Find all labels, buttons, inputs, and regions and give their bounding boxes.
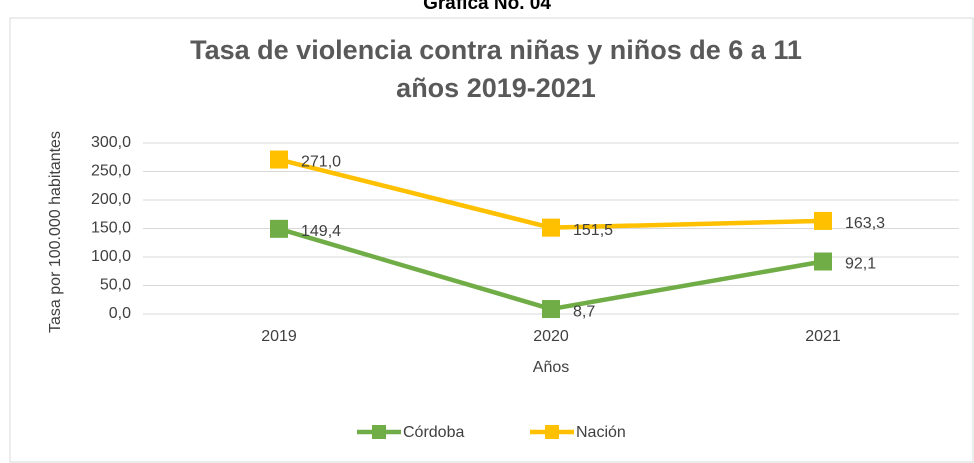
y-tick-label: 0,0 xyxy=(109,305,131,322)
y-tick-label: 200,0 xyxy=(91,191,131,208)
y-tick-label: 100,0 xyxy=(91,248,131,265)
marker xyxy=(542,300,560,319)
y-tick-label: 150,0 xyxy=(91,220,131,237)
x-axis-label: Años xyxy=(533,359,569,376)
y-tick-label: 250,0 xyxy=(91,163,131,180)
data-label: 163,3 xyxy=(845,215,885,232)
legend-label: Nación xyxy=(576,424,626,441)
marker xyxy=(814,252,832,271)
legend-marker xyxy=(545,425,559,439)
data-label: 149,4 xyxy=(301,223,341,240)
heading: Gráfica No. 04 xyxy=(423,0,551,14)
data-label: 8,7 xyxy=(573,303,595,320)
data-label: 271,0 xyxy=(301,154,341,171)
y-tick-label: 300,0 xyxy=(91,134,131,151)
x-tick-label: 2019 xyxy=(261,328,297,345)
legend-label: Córdoba xyxy=(403,424,464,441)
data-label: 151,5 xyxy=(573,222,613,239)
data-label: 92,1 xyxy=(845,256,876,273)
chart-title: Tasa de violencia contra niñas y niños d… xyxy=(190,35,802,65)
marker xyxy=(270,219,288,238)
chart-frame xyxy=(9,17,974,463)
marker xyxy=(814,211,832,230)
chart-title: años 2019-2021 xyxy=(396,73,596,103)
y-tick-label: 50,0 xyxy=(100,277,131,294)
marker xyxy=(542,218,560,237)
x-tick-label: 2020 xyxy=(533,328,569,345)
x-tick-label: 2021 xyxy=(805,328,841,345)
marker xyxy=(270,150,288,169)
legend-marker xyxy=(372,425,386,439)
y-axis-label: Tasa por 100.000 habitantes xyxy=(47,131,64,333)
